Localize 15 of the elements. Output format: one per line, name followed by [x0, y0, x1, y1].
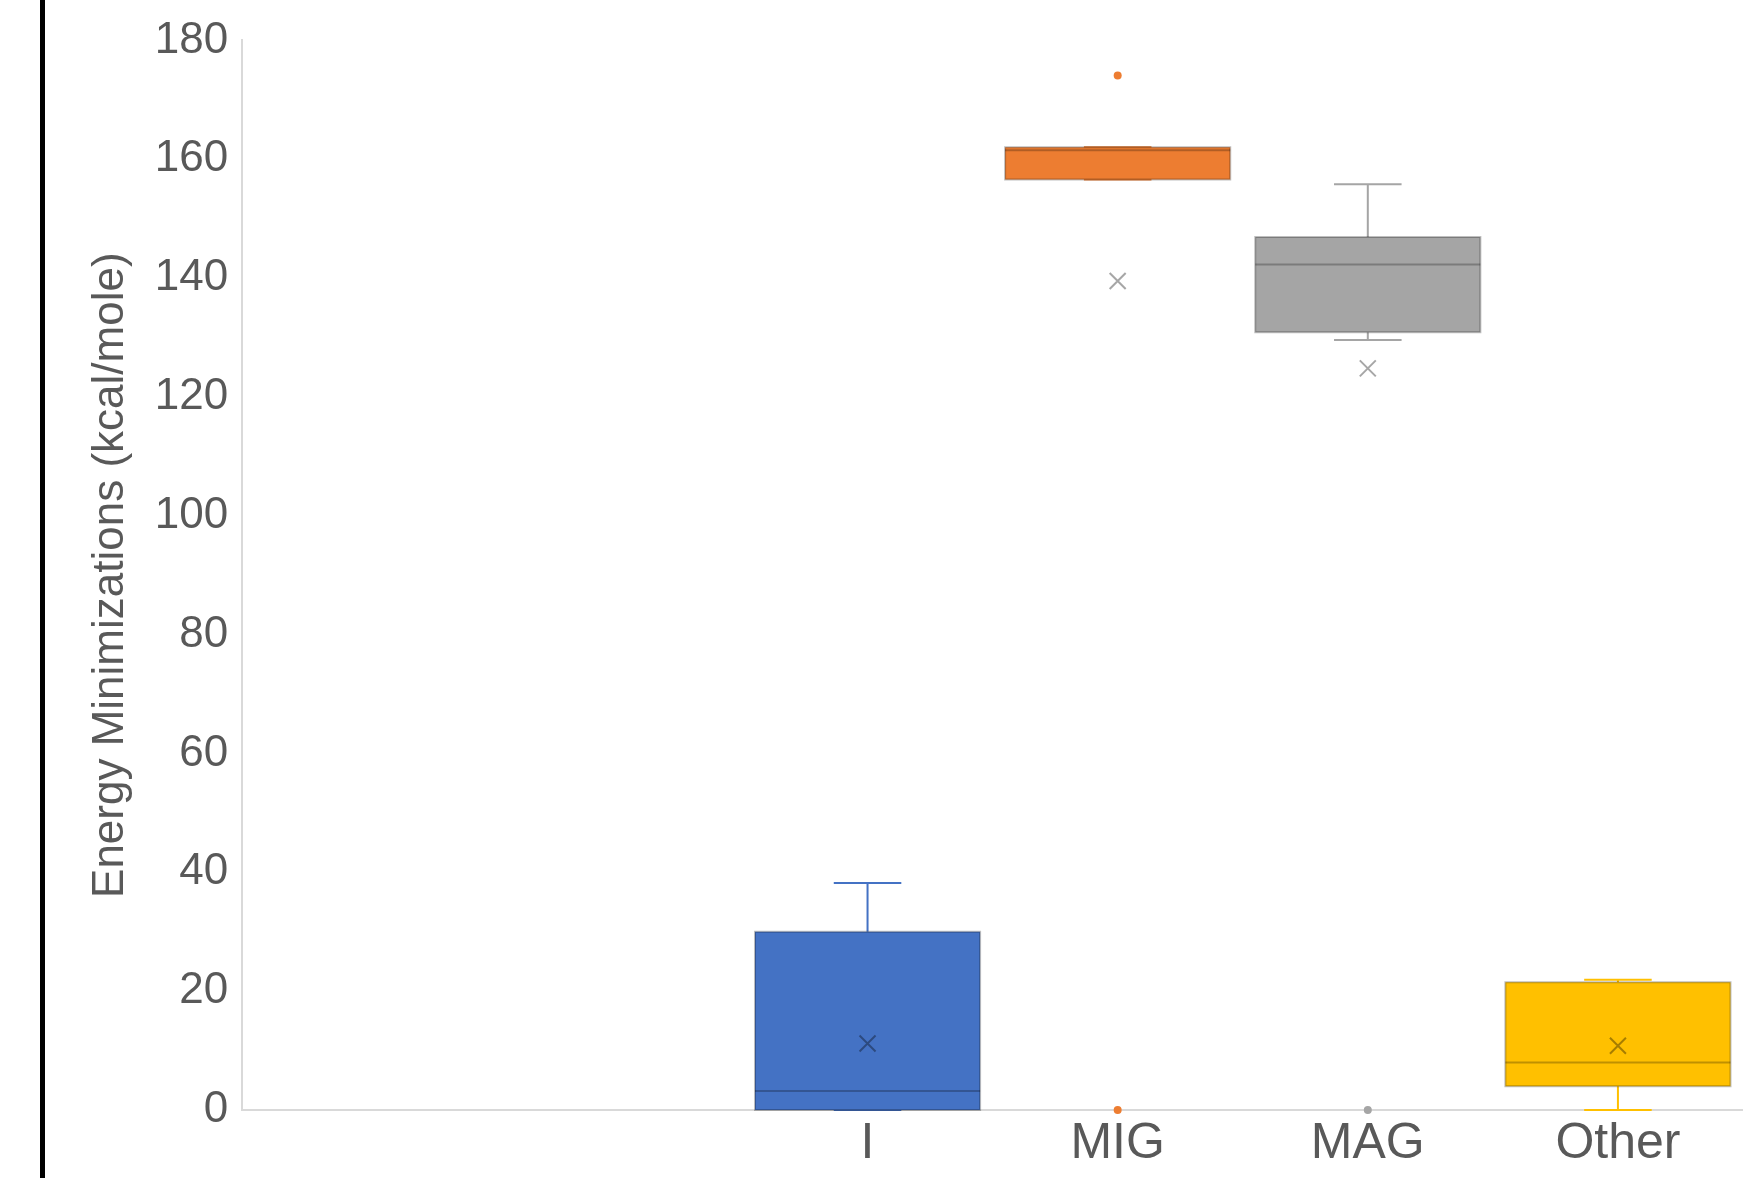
y-tick-label: 20 [179, 963, 229, 1013]
x-tick-label: MIG [1070, 1112, 1165, 1169]
y-tick-label: 120 [154, 369, 229, 419]
y-tick-label: 180 [154, 12, 229, 62]
x-tick-label: MAG [1310, 1112, 1425, 1169]
y-tick-label: 0 [203, 1082, 229, 1132]
y-tick-label: 40 [179, 844, 229, 894]
y-tick-label: 60 [179, 725, 229, 775]
x-tick-label: I [860, 1112, 875, 1169]
y-axis-title: Energy Minimizations (kcal/mole) [82, 252, 132, 898]
y-tick-label: 100 [154, 487, 229, 537]
y-tick-label: 80 [179, 606, 229, 656]
y-tick-label: 160 [154, 131, 229, 181]
x-tick-label: Other [1555, 1112, 1681, 1169]
y-tick-label: 140 [154, 250, 229, 300]
